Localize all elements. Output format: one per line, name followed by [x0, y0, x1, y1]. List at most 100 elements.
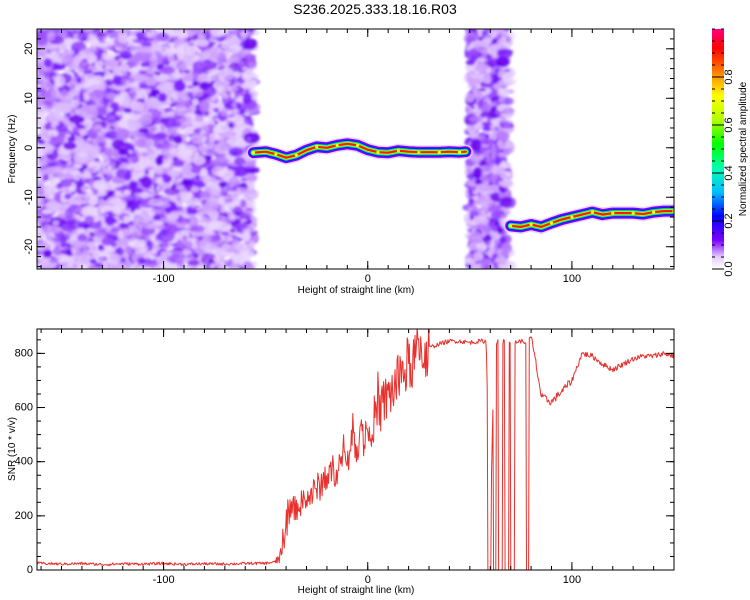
noise-blob [214, 85, 227, 98]
noise-blob [150, 88, 161, 96]
noise-blob [203, 200, 219, 213]
noise-blob [133, 101, 144, 112]
noise-blob [53, 192, 62, 202]
noise-blob [195, 145, 209, 153]
noise-blob [199, 191, 211, 198]
noise-blob [152, 253, 159, 257]
noise-blob [100, 157, 110, 167]
noise-blob [166, 254, 185, 264]
noise-blob [153, 245, 160, 250]
noise-blob [85, 207, 93, 212]
noise-blob [210, 210, 220, 216]
noise-blob [228, 176, 240, 185]
noise-blob [208, 36, 215, 43]
noise-blob [92, 249, 107, 260]
noise-blob [221, 231, 230, 236]
noise-blob [64, 214, 77, 222]
noise-blob [134, 209, 142, 215]
noise-blob [72, 174, 81, 182]
noise-blob [121, 98, 135, 108]
noise-blob [90, 40, 102, 47]
noise-blob [111, 175, 126, 184]
noise-blob [173, 135, 183, 145]
noise-blob [69, 99, 80, 109]
noise-blob [106, 138, 112, 144]
noise-blob [161, 125, 167, 131]
noise-blob [88, 195, 99, 206]
noise-blob [37, 93, 45, 108]
noise-blob [180, 37, 188, 45]
noise-blob [47, 31, 56, 42]
noise-blob [158, 243, 165, 248]
noise-blob [83, 94, 90, 102]
noise-blob [174, 178, 179, 185]
noise-blob [199, 130, 206, 134]
noise-blob [117, 190, 123, 196]
noise-blob [186, 207, 198, 216]
noise-blob [127, 56, 140, 67]
noise-blob [60, 89, 69, 97]
spectrogram-image [37, 29, 674, 269]
noise-blob [94, 237, 103, 243]
noise-blob [132, 187, 144, 194]
noise-blob [220, 43, 230, 49]
noise-blob [243, 132, 260, 144]
noise-blob [187, 215, 199, 228]
noise-blob [115, 128, 131, 141]
noise-blob [159, 229, 169, 237]
noise-blob [155, 155, 164, 166]
noise-blob [179, 220, 188, 227]
noise-blob [77, 62, 91, 73]
noise-blob [186, 85, 194, 89]
noise-blob [61, 29, 71, 36]
noise-blob [42, 67, 50, 73]
noise-blob [140, 61, 151, 68]
noise-blob [145, 77, 157, 86]
noise-blob [104, 215, 116, 226]
noise-blob [243, 115, 253, 126]
noise-blob [232, 165, 249, 178]
noise-blob [220, 108, 229, 117]
noise-blob [71, 240, 84, 251]
noise-blob [190, 231, 200, 236]
noise-blob [177, 43, 191, 55]
noise-blob [217, 195, 225, 205]
noise-blob [135, 213, 146, 223]
noise-blob [211, 166, 227, 177]
noise-blob [106, 113, 114, 123]
noise-blob [190, 55, 194, 60]
noise-blob [160, 55, 166, 60]
noise-blob [173, 80, 186, 92]
noise-blob [151, 108, 161, 120]
noise-blob [63, 141, 77, 150]
noise-blob [158, 263, 170, 269]
noise-blob [87, 168, 95, 173]
noise-blob [242, 228, 251, 236]
noise-blob [104, 227, 113, 233]
noise-blob [138, 81, 148, 89]
noise-blob [128, 68, 140, 74]
noise-blob [106, 29, 119, 39]
noise-blob [185, 157, 192, 164]
noise-blob [94, 60, 104, 70]
noise-blob [37, 120, 46, 126]
noise-blob [104, 71, 115, 80]
noise-blob [177, 239, 193, 250]
noise-blob [131, 230, 143, 240]
noise-blob [54, 166, 64, 173]
noise-blob [37, 35, 48, 46]
noise-blob [160, 58, 168, 65]
noise-blob [37, 240, 45, 246]
noise-blob [76, 76, 82, 84]
noise-blob [75, 207, 83, 213]
noise-blob [153, 141, 162, 148]
noise-blob [39, 91, 49, 97]
noise-blob [105, 45, 112, 50]
noise-blob [38, 234, 44, 240]
noise-blob [157, 46, 171, 55]
noise-blob [71, 90, 79, 97]
noise-blob [93, 123, 103, 130]
noise-blob [202, 86, 217, 97]
noise-blob [176, 91, 189, 98]
noise-blob [81, 196, 87, 201]
